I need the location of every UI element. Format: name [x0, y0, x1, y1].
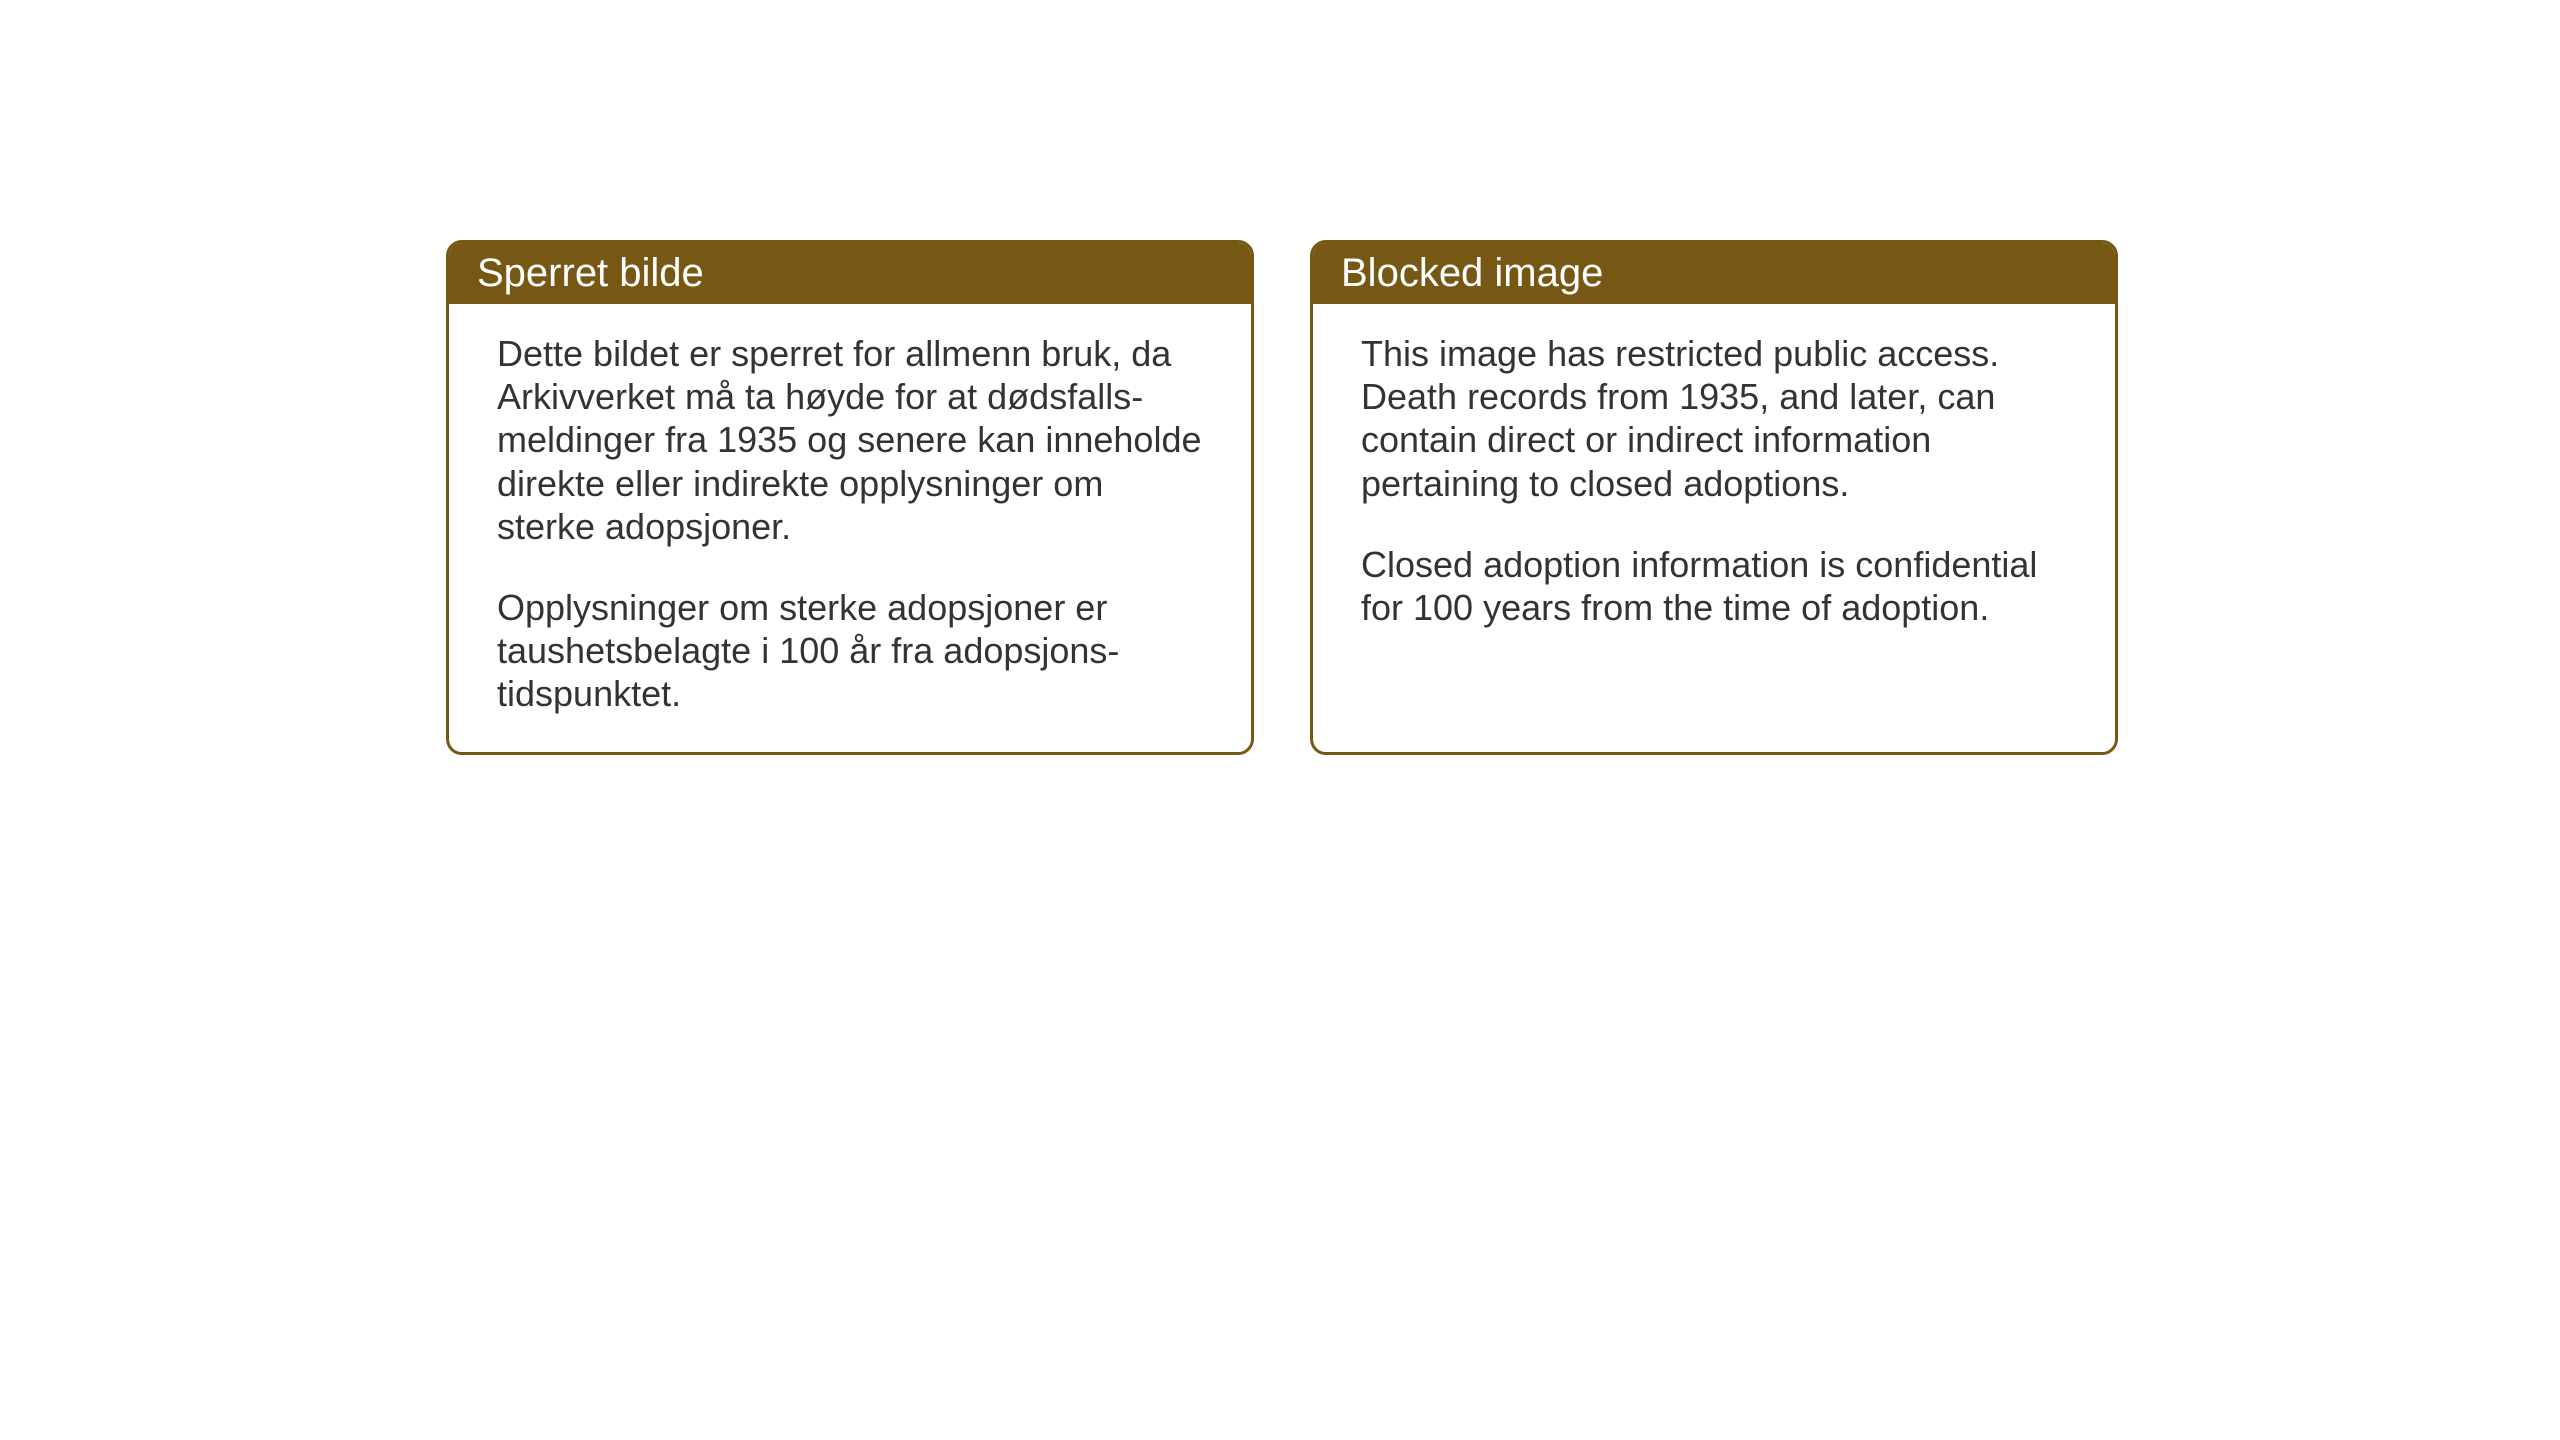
- notice-header-english: Blocked image: [1313, 243, 2115, 304]
- notice-title-english: Blocked image: [1341, 251, 1603, 295]
- notice-box-norwegian: Sperret bilde Dette bildet er sperret fo…: [446, 240, 1254, 755]
- notice-paragraph-1-norwegian: Dette bildet er sperret for allmenn bruk…: [497, 332, 1203, 548]
- notice-title-norwegian: Sperret bilde: [477, 251, 704, 295]
- notice-container: Sperret bilde Dette bildet er sperret fo…: [446, 240, 2118, 755]
- notice-paragraph-1-english: This image has restricted public access.…: [1361, 332, 2067, 505]
- notice-body-norwegian: Dette bildet er sperret for allmenn bruk…: [449, 304, 1251, 752]
- notice-box-english: Blocked image This image has restricted …: [1310, 240, 2118, 755]
- notice-paragraph-2-english: Closed adoption information is confident…: [1361, 543, 2067, 629]
- notice-header-norwegian: Sperret bilde: [449, 243, 1251, 304]
- notice-paragraph-2-norwegian: Opplysninger om sterke adopsjoner er tau…: [497, 586, 1203, 716]
- notice-body-english: This image has restricted public access.…: [1313, 304, 2115, 665]
